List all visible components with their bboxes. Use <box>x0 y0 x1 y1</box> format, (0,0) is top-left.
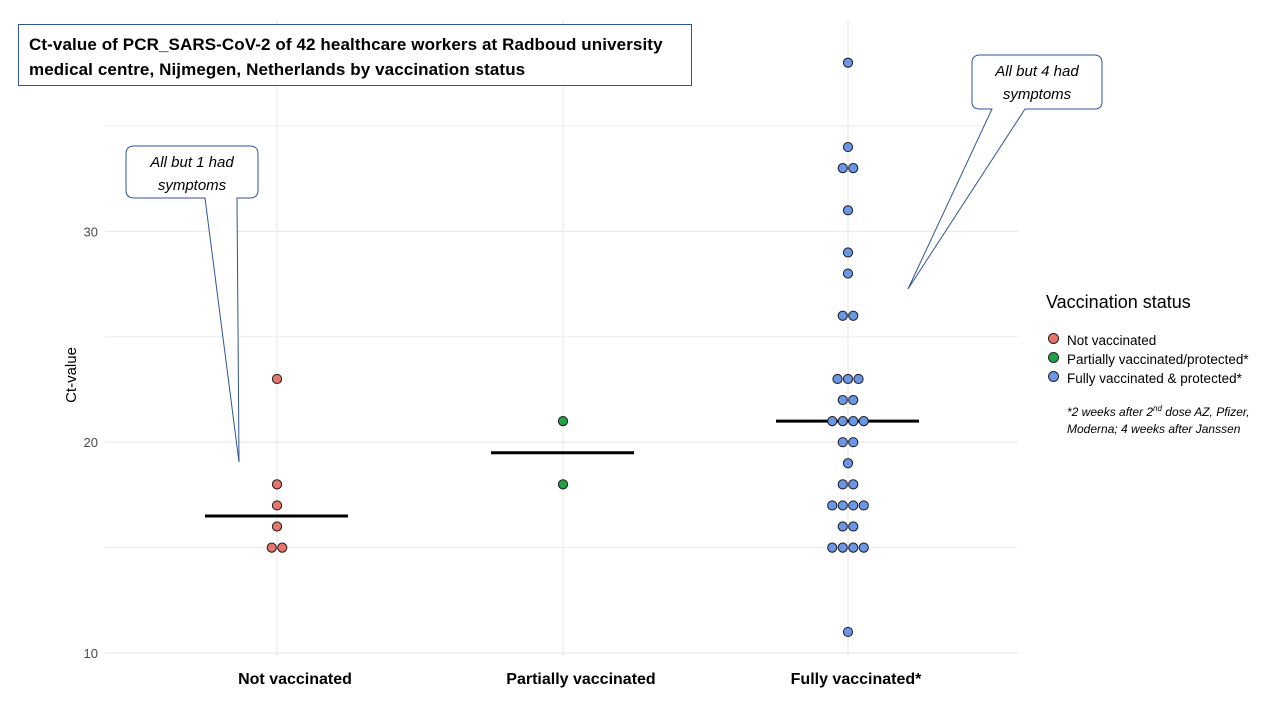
data-point <box>842 458 854 469</box>
data-point <box>837 437 848 448</box>
data-point <box>837 521 848 532</box>
legend-footnote: *2 weeks after 2nd dose AZ, Pfizer, Mode… <box>1067 400 1276 438</box>
callout-shape <box>907 54 1103 290</box>
data-point <box>271 521 283 532</box>
callout-text: symptoms <box>158 177 227 194</box>
data-point <box>271 500 283 511</box>
data-point <box>277 542 288 553</box>
data-point <box>827 416 838 427</box>
legend: Vaccination status Not vaccinated Partia… <box>1046 292 1276 438</box>
y-tick-label: 30 <box>84 224 98 239</box>
callout-text: All but 1 had <box>149 154 234 171</box>
callout-text: All but 4 had <box>994 63 1079 80</box>
data-point <box>837 542 848 553</box>
legend-label: Not vaccinated <box>1067 333 1157 348</box>
legend-label: Partially vaccinated/protected* <box>1067 352 1249 367</box>
data-point <box>842 373 854 385</box>
data-point <box>557 479 569 490</box>
data-point <box>848 163 859 174</box>
callout-bubble: All but 1 had symptoms <box>125 145 259 463</box>
data-point <box>837 310 848 321</box>
data-point <box>858 416 869 427</box>
data-point <box>837 163 848 174</box>
data-point <box>848 542 859 553</box>
legend-item-not-vaccinated: Not vaccinated <box>1046 331 1276 350</box>
x-tick-label: Partially vaccinated <box>506 671 655 688</box>
data-point <box>827 500 838 511</box>
x-tick-label: Fully vaccinated* <box>791 671 922 688</box>
data-point <box>842 57 854 68</box>
data-point <box>842 247 854 258</box>
y-tick-label: 20 <box>84 435 98 450</box>
legend-swatch-fully-vaccinated <box>1048 371 1059 382</box>
data-point <box>827 542 838 553</box>
data-point <box>837 416 848 427</box>
footnote-sup: nd <box>1153 404 1162 413</box>
legend-swatch-not-vaccinated <box>1048 333 1059 344</box>
data-point <box>266 542 277 553</box>
legend-title: Vaccination status <box>1046 292 1191 312</box>
y-tick-label: 10 <box>84 646 98 661</box>
gridlines <box>105 20 1018 656</box>
data-point <box>837 394 848 406</box>
legend-swatch-partially-vaccinated <box>1048 352 1059 363</box>
data-point <box>848 479 859 490</box>
x-tick-label: Not vaccinated <box>238 671 352 688</box>
legend-item-partially-vaccinated: Partially vaccinated/protected* <box>1046 350 1276 369</box>
data-point <box>848 310 859 321</box>
chart-title-text: Ct-value of PCR_SARS-CoV-2 of 42 healthc… <box>29 35 663 79</box>
data-point <box>853 373 864 385</box>
callout-text: symptoms <box>1003 86 1072 103</box>
chart-title: Ct-value of PCR_SARS-CoV-2 of 42 healthc… <box>18 24 692 86</box>
footnote-pre: *2 weeks after 2 <box>1067 405 1154 419</box>
y-axis-label: Ct-value <box>63 347 80 403</box>
legend-label: Fully vaccinated & protected* <box>1067 371 1242 386</box>
data-point <box>848 521 859 532</box>
data-point <box>837 500 848 511</box>
data-point <box>557 416 569 427</box>
data-point <box>848 500 859 511</box>
legend-item-fully-vaccinated: Fully vaccinated & protected* <box>1046 369 1276 388</box>
data-point <box>271 479 283 490</box>
callout-shape <box>125 145 259 463</box>
data-point <box>842 205 854 216</box>
data-point <box>858 542 869 553</box>
callout-bubble: All but 4 had symptoms <box>907 54 1103 290</box>
data-point <box>271 373 283 385</box>
data-point <box>832 373 843 385</box>
data-point <box>837 479 848 490</box>
data-point <box>858 500 869 511</box>
data-point <box>842 141 854 153</box>
data-point <box>848 416 859 427</box>
footnote-post: dose AZ, Pfizer, Moderna; 4 weeks after … <box>1067 405 1250 436</box>
data-point <box>842 268 854 279</box>
data-point <box>848 394 859 406</box>
data-point <box>848 437 859 448</box>
data-point <box>842 626 854 638</box>
